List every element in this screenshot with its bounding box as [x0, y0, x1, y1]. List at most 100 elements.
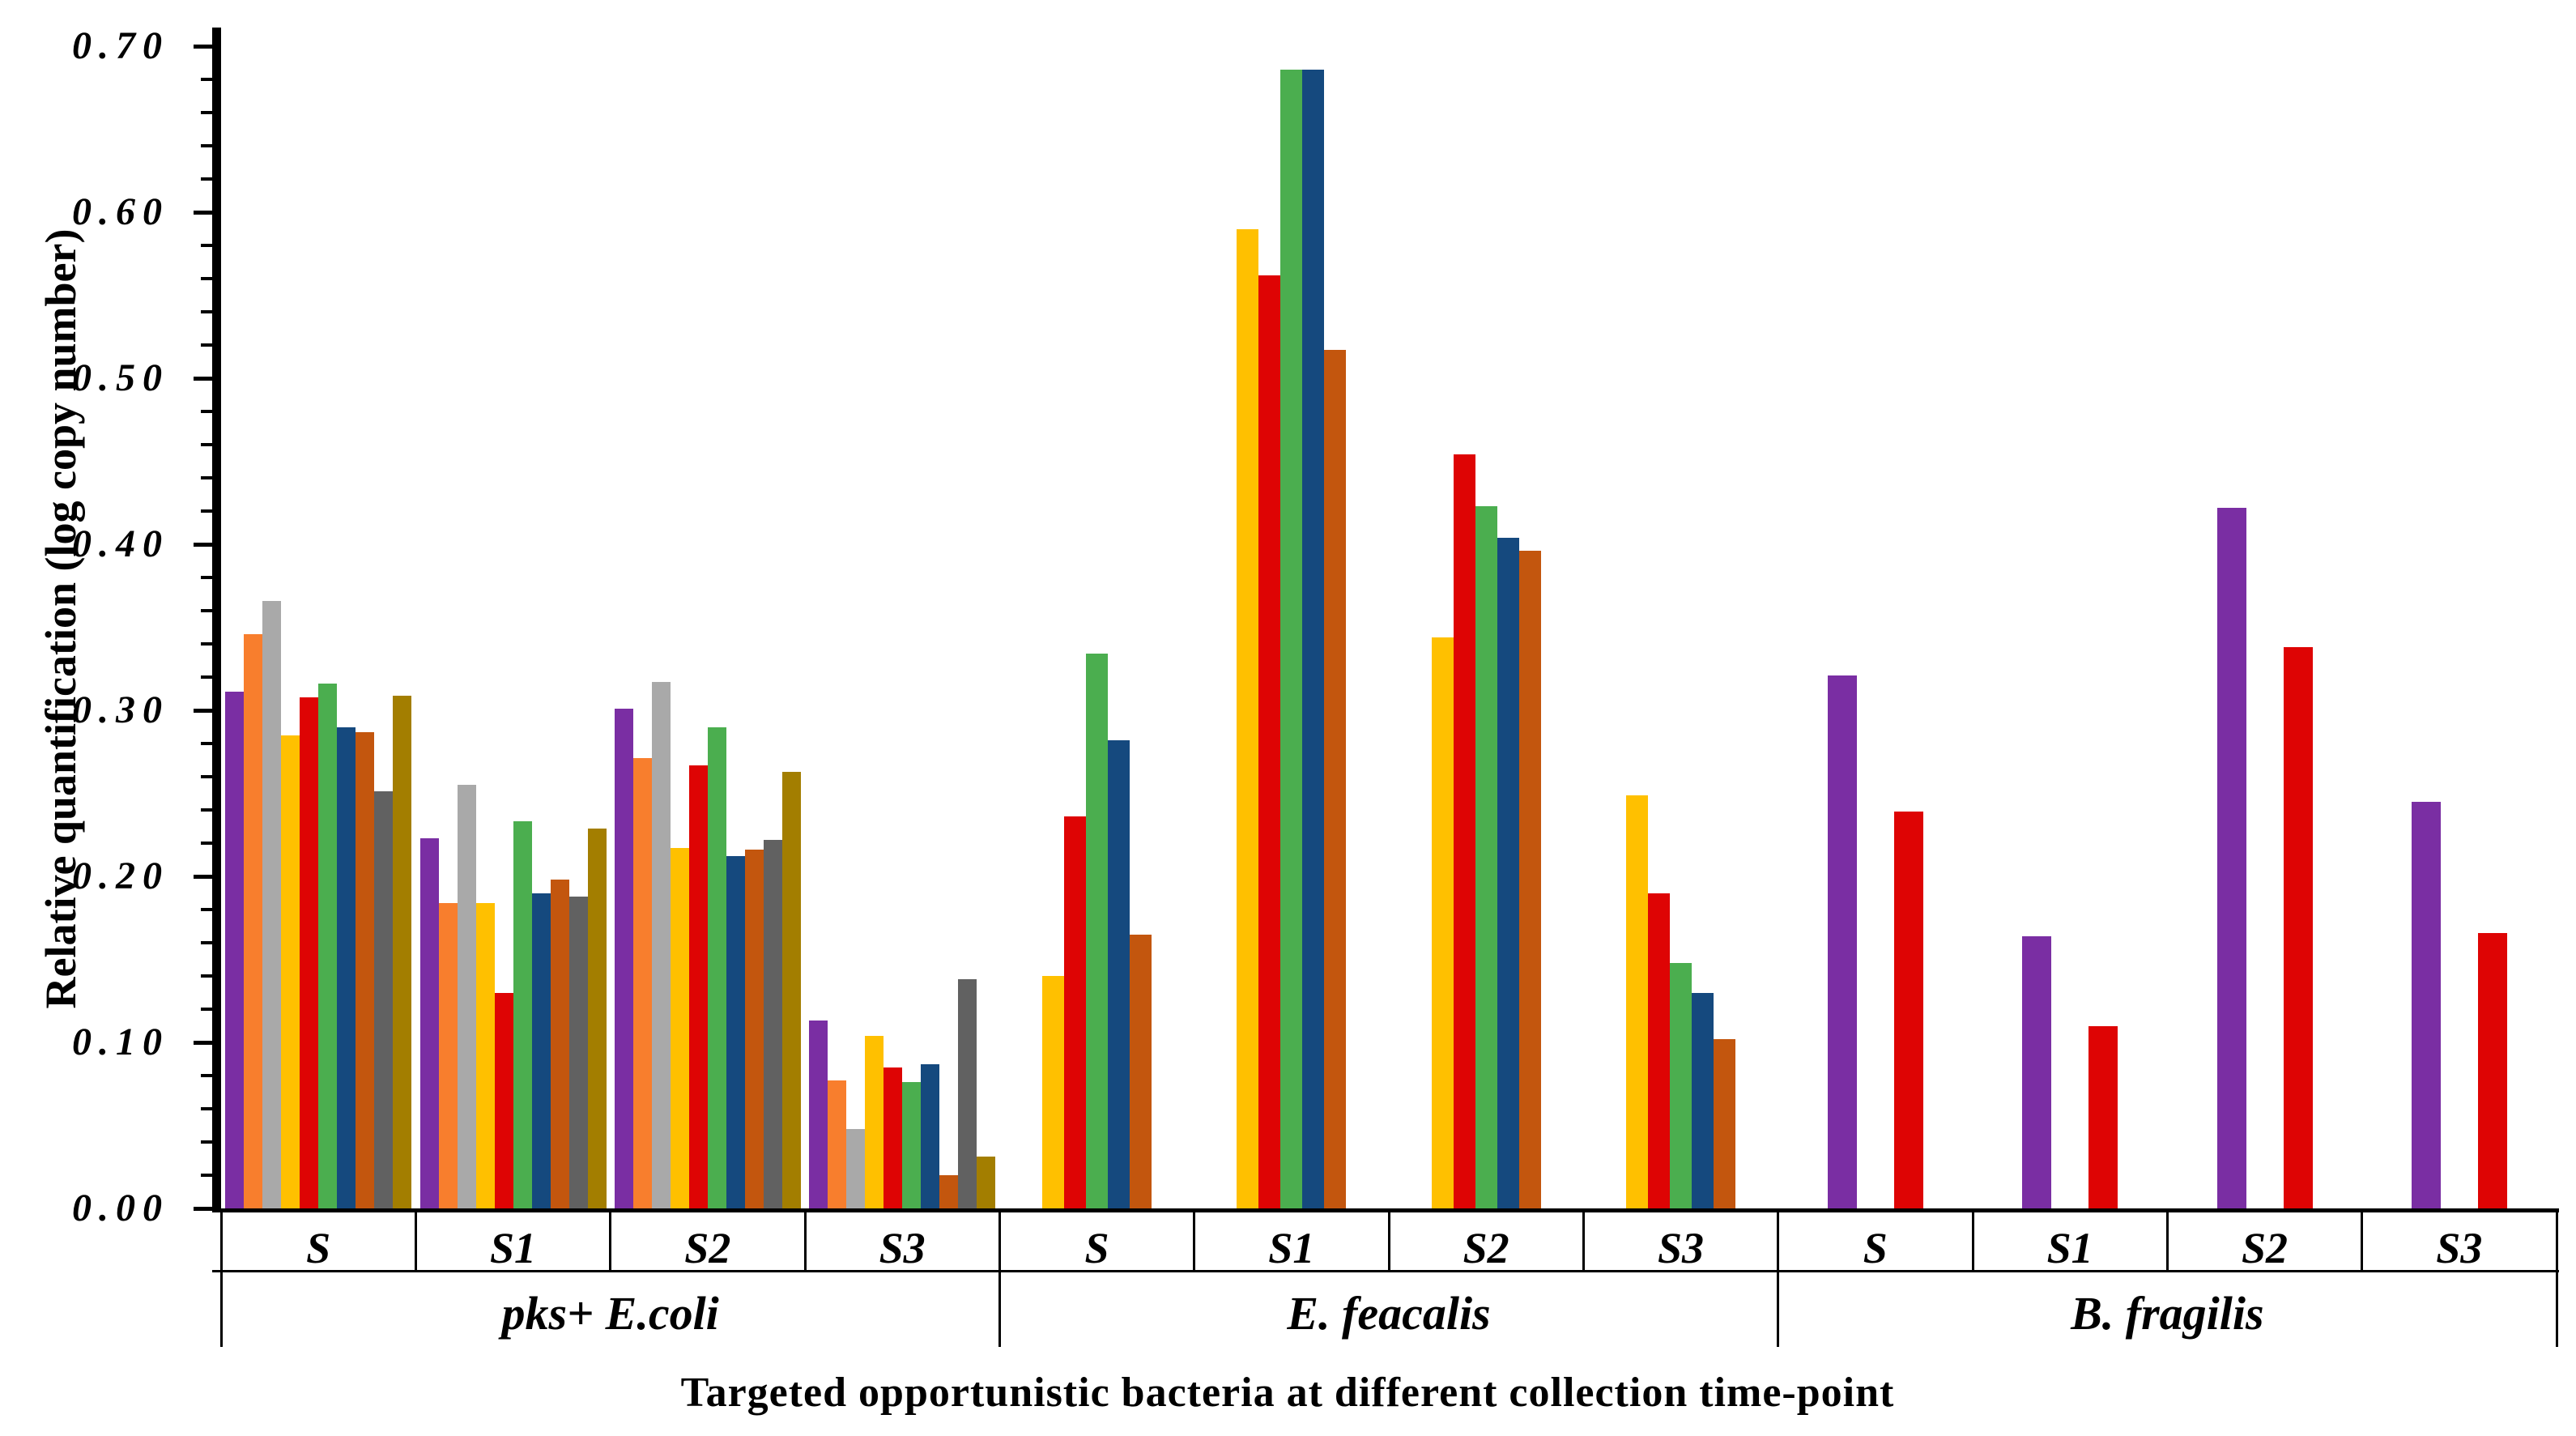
cluster-label: S1	[2046, 1224, 2093, 1272]
y-minor-tick	[201, 775, 212, 778]
cell-separator	[2361, 1208, 2364, 1270]
y-minor-tick	[201, 576, 212, 579]
row-divider	[212, 1270, 2559, 1272]
cluster-label: S3	[1657, 1224, 1705, 1272]
y-axis-line	[212, 28, 221, 1212]
bar	[318, 684, 338, 1208]
bar	[1431, 637, 1454, 1208]
bar	[1130, 934, 1152, 1208]
bar	[884, 1067, 903, 1208]
bar	[707, 727, 726, 1208]
bar	[1714, 1038, 1735, 1208]
bar	[670, 848, 689, 1208]
cluster-label: S	[306, 1224, 331, 1272]
bar	[550, 880, 569, 1208]
bar	[531, 893, 551, 1208]
cluster-label: S	[1863, 1224, 1888, 1272]
bar	[262, 600, 282, 1208]
bar	[393, 695, 412, 1208]
y-minor-tick	[201, 941, 212, 944]
y-minor-tick	[201, 842, 212, 845]
bar	[1324, 350, 1347, 1208]
bar	[1827, 675, 1857, 1208]
y-major-tick	[194, 210, 212, 215]
group-label: E. feacalis	[1287, 1287, 1491, 1340]
y-minor-tick	[201, 277, 212, 280]
bar	[1475, 505, 1497, 1208]
bar	[763, 839, 782, 1208]
cell-separator	[803, 1208, 807, 1270]
bar	[337, 727, 356, 1208]
y-major-tick	[194, 1206, 212, 1211]
y-minor-tick	[201, 78, 212, 81]
bar	[2411, 801, 2441, 1208]
bar	[2477, 932, 2507, 1208]
bar	[921, 1063, 940, 1208]
y-minor-tick	[201, 244, 212, 247]
bar	[1302, 69, 1325, 1208]
bar	[726, 856, 745, 1208]
cluster-label: S	[1084, 1224, 1109, 1272]
y-minor-tick	[201, 1140, 212, 1144]
section-separator	[1777, 1208, 1780, 1347]
bar	[457, 785, 476, 1208]
bar	[419, 837, 439, 1208]
y-major-tick	[194, 542, 212, 547]
y-minor-tick	[201, 177, 212, 181]
bar	[846, 1128, 866, 1208]
y-minor-tick	[201, 1174, 212, 1177]
bar	[809, 1021, 828, 1208]
bar	[438, 902, 458, 1208]
y-minor-tick	[201, 642, 212, 646]
bar	[356, 731, 375, 1208]
bar	[1670, 962, 1692, 1208]
bar	[2283, 647, 2313, 1208]
cluster-label: S2	[2241, 1224, 2289, 1272]
y-minor-tick	[201, 111, 212, 114]
bar	[1042, 976, 1064, 1208]
bar	[2216, 507, 2246, 1208]
y-major-tick	[194, 44, 212, 49]
y-tick-label: 0.70	[72, 24, 169, 67]
bar	[1893, 812, 1923, 1208]
y-minor-tick	[201, 1008, 212, 1011]
bar	[587, 828, 607, 1208]
bar	[1692, 992, 1714, 1208]
cell-separator	[1971, 1208, 1974, 1270]
bar	[2088, 1025, 2118, 1208]
bar	[1086, 654, 1108, 1208]
bar	[300, 697, 319, 1208]
y-minor-tick	[201, 310, 212, 313]
bar	[494, 992, 513, 1208]
bar	[958, 979, 977, 1208]
y-tick-label: 0.00	[72, 1187, 169, 1229]
y-minor-tick	[201, 443, 212, 446]
bar	[568, 896, 588, 1208]
bar	[1453, 454, 1475, 1208]
y-minor-tick	[201, 609, 212, 612]
cell-separator	[2165, 1208, 2169, 1270]
section-separator	[998, 1208, 1001, 1347]
y-minor-tick	[201, 974, 212, 978]
section-separator	[219, 1208, 223, 1347]
cluster-label: S1	[1268, 1224, 1315, 1272]
group-label: B. fragilis	[2071, 1287, 2264, 1340]
bar	[374, 791, 394, 1208]
cluster-label: S3	[879, 1224, 926, 1272]
y-minor-tick	[201, 410, 212, 413]
bar	[1648, 893, 1670, 1208]
bar	[1258, 275, 1281, 1208]
bar	[1064, 816, 1086, 1208]
cell-separator	[1387, 1208, 1390, 1270]
cluster-label: S2	[684, 1224, 731, 1272]
y-major-tick	[194, 708, 212, 713]
y-minor-tick	[201, 908, 212, 911]
y-major-tick	[194, 376, 212, 381]
bar	[1518, 551, 1541, 1208]
section-separator	[2555, 1208, 2558, 1347]
bar	[939, 1175, 959, 1208]
bar	[977, 1157, 996, 1208]
y-tick-label: 0.20	[72, 854, 169, 897]
cell-separator	[1193, 1208, 1196, 1270]
